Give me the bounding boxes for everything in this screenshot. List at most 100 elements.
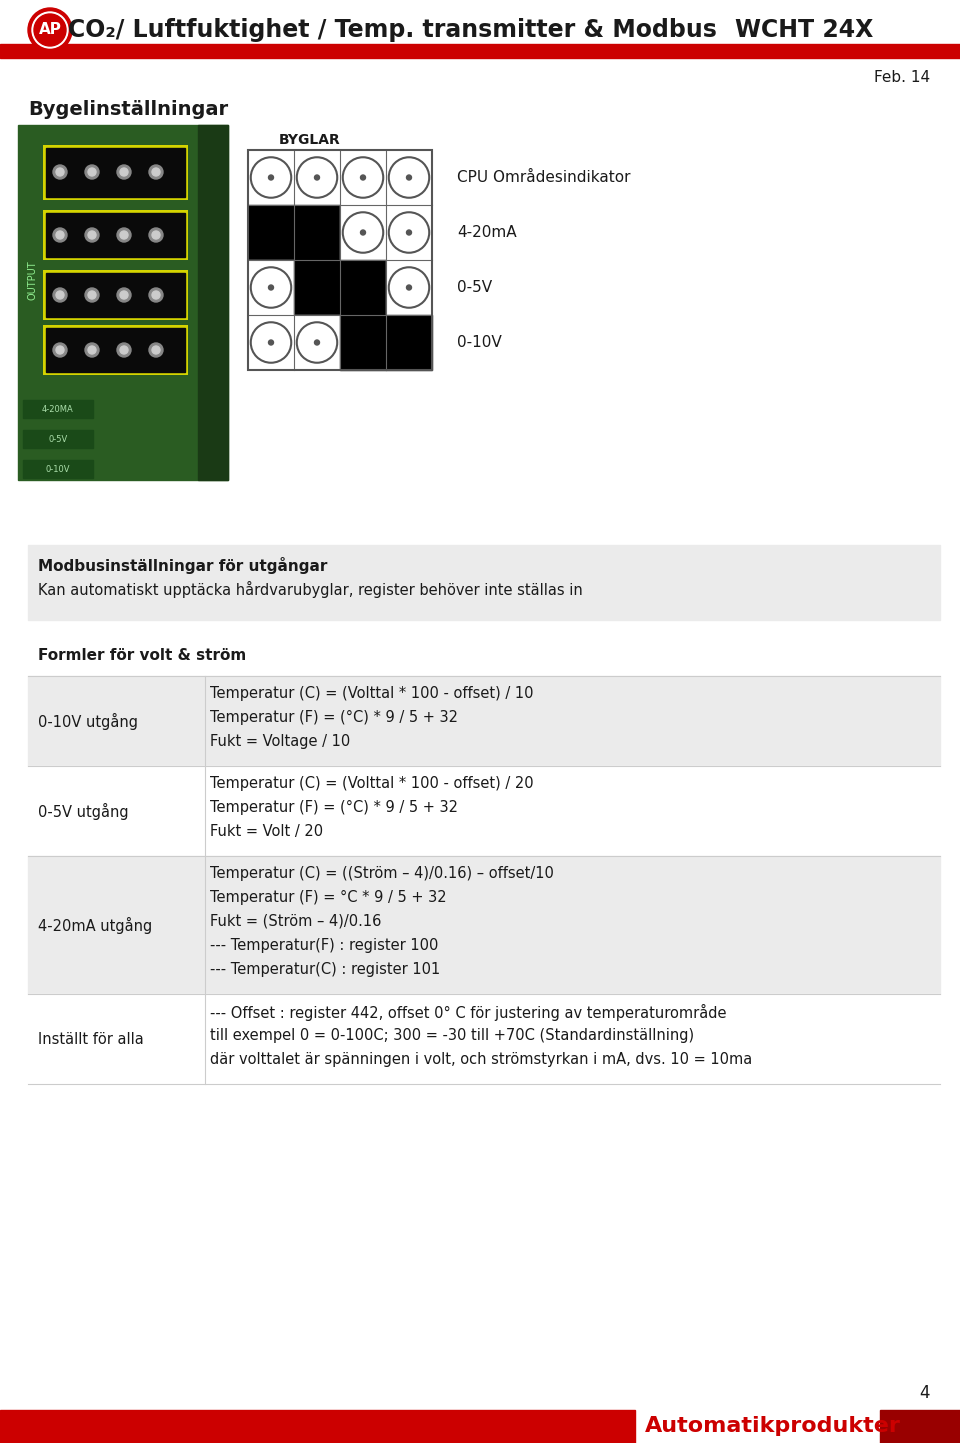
Text: 0-5V utgång: 0-5V utgång	[38, 802, 129, 820]
Text: BYGLAR: BYGLAR	[279, 133, 341, 147]
Text: Temperatur (C) = (Volttal * 100 - offset) / 10: Temperatur (C) = (Volttal * 100 - offset…	[210, 685, 534, 701]
Bar	[0, 1410, 635, 1443]
Bar	[0, 43, 960, 58]
Circle shape	[117, 228, 131, 242]
Bar	[28, 766, 940, 856]
Circle shape	[120, 291, 128, 299]
Circle shape	[88, 231, 96, 240]
Circle shape	[56, 167, 64, 176]
Bar	[386, 260, 432, 315]
Text: där volttalet är spänningen i volt, och strömstyrkan i mA, dvs. 10 = 10ma: där volttalet är spänningen i volt, och …	[210, 1052, 753, 1066]
Bar	[294, 260, 340, 315]
Bar	[248, 150, 432, 369]
Circle shape	[152, 346, 160, 354]
Bar	[386, 205, 432, 260]
Text: --- Temperatur(F) : register 100: --- Temperatur(F) : register 100	[210, 938, 439, 952]
Circle shape	[406, 175, 412, 180]
Circle shape	[149, 228, 163, 242]
Bar	[248, 315, 294, 369]
Text: Fukt = (Ström – 4)/0.16: Fukt = (Ström – 4)/0.16	[210, 913, 381, 929]
Circle shape	[120, 231, 128, 240]
Text: --- Temperatur(C) : register 101: --- Temperatur(C) : register 101	[210, 962, 441, 977]
Circle shape	[56, 291, 64, 299]
Circle shape	[53, 165, 67, 179]
Text: Kan automatiskt upptäcka hårdvarubyglar, register behöver inte ställas in: Kan automatiskt upptäcka hårdvarubyglar,…	[38, 582, 583, 597]
Bar	[18, 126, 228, 481]
Circle shape	[117, 165, 131, 179]
Text: --- Offset : register 442, offset 0° C för justering av temperaturområde: --- Offset : register 442, offset 0° C f…	[210, 1004, 727, 1022]
Text: Temperatur (F) = (°C) * 9 / 5 + 32: Temperatur (F) = (°C) * 9 / 5 + 32	[210, 799, 458, 815]
Circle shape	[56, 231, 64, 240]
Bar	[43, 325, 188, 375]
Bar	[294, 205, 340, 260]
Bar	[28, 856, 940, 994]
Bar	[340, 150, 386, 205]
Bar	[340, 315, 386, 369]
Text: Feb. 14: Feb. 14	[874, 71, 930, 85]
Bar	[0, 0, 960, 55]
Circle shape	[120, 346, 128, 354]
Bar	[23, 430, 93, 447]
Circle shape	[53, 289, 67, 302]
Text: Temperatur (C) = (Volttal * 100 - offset) / 20: Temperatur (C) = (Volttal * 100 - offset…	[210, 776, 534, 791]
Circle shape	[120, 167, 128, 176]
Text: Temperatur (F) = (°C) * 9 / 5 + 32: Temperatur (F) = (°C) * 9 / 5 + 32	[210, 710, 458, 724]
Bar	[340, 260, 386, 315]
Bar	[880, 1410, 960, 1443]
Circle shape	[361, 229, 366, 235]
Text: Inställt för alla: Inställt för alla	[38, 1032, 144, 1046]
Text: 4-20mA: 4-20mA	[457, 225, 516, 240]
Text: 4: 4	[920, 1384, 930, 1403]
Text: 4-20MA: 4-20MA	[42, 404, 74, 414]
Text: Modbusinställningar för utgångar: Modbusinställningar för utgångar	[38, 557, 327, 574]
Circle shape	[149, 343, 163, 356]
Bar	[46, 214, 185, 257]
Text: till exempel 0 = 0-100C; 300 = -30 till +70C (Standardinställning): till exempel 0 = 0-100C; 300 = -30 till …	[210, 1027, 694, 1043]
Circle shape	[149, 289, 163, 302]
Bar	[43, 270, 188, 320]
Text: WCHT 24X: WCHT 24X	[735, 17, 874, 42]
Text: Temperatur (C) = ((Ström – 4)/0.16) – offset/10: Temperatur (C) = ((Ström – 4)/0.16) – of…	[210, 866, 554, 882]
Bar	[46, 149, 185, 198]
Text: Automatikprodukter: Automatikprodukter	[645, 1417, 900, 1436]
Text: Fukt = Volt / 20: Fukt = Volt / 20	[210, 824, 324, 838]
Bar	[386, 315, 432, 369]
Text: CPU Områdesindikator: CPU Områdesindikator	[457, 170, 631, 185]
Circle shape	[117, 343, 131, 356]
Bar	[28, 545, 940, 620]
Circle shape	[149, 165, 163, 179]
Bar	[23, 460, 93, 478]
Bar	[46, 328, 185, 372]
Circle shape	[88, 291, 96, 299]
Bar	[43, 211, 188, 260]
Circle shape	[85, 165, 99, 179]
Circle shape	[406, 229, 412, 235]
Circle shape	[28, 9, 72, 52]
Text: Fukt = Voltage / 10: Fukt = Voltage / 10	[210, 734, 350, 749]
Text: Bygelinställningar: Bygelinställningar	[28, 100, 228, 118]
Circle shape	[88, 167, 96, 176]
Bar	[248, 150, 294, 205]
Circle shape	[315, 175, 320, 180]
Bar	[46, 273, 185, 317]
Text: Formler för volt & ström: Formler för volt & ström	[38, 648, 247, 662]
Bar	[248, 205, 294, 260]
Circle shape	[361, 175, 366, 180]
Circle shape	[406, 286, 412, 290]
Text: 0-5V: 0-5V	[457, 280, 492, 294]
Bar	[28, 994, 940, 1084]
Circle shape	[269, 341, 274, 345]
Circle shape	[269, 175, 274, 180]
Circle shape	[53, 343, 67, 356]
Circle shape	[88, 346, 96, 354]
Text: 0-10V: 0-10V	[46, 465, 70, 473]
Text: AP: AP	[38, 23, 61, 38]
Circle shape	[85, 343, 99, 356]
Circle shape	[34, 14, 66, 46]
Bar	[43, 144, 188, 201]
Text: Temperatur (F) = °C * 9 / 5 + 32: Temperatur (F) = °C * 9 / 5 + 32	[210, 890, 446, 905]
Circle shape	[315, 341, 320, 345]
Circle shape	[32, 12, 68, 48]
Text: CO₂/ Luftfuktighet / Temp. transmitter & Modbus: CO₂/ Luftfuktighet / Temp. transmitter &…	[68, 17, 717, 42]
Circle shape	[152, 167, 160, 176]
